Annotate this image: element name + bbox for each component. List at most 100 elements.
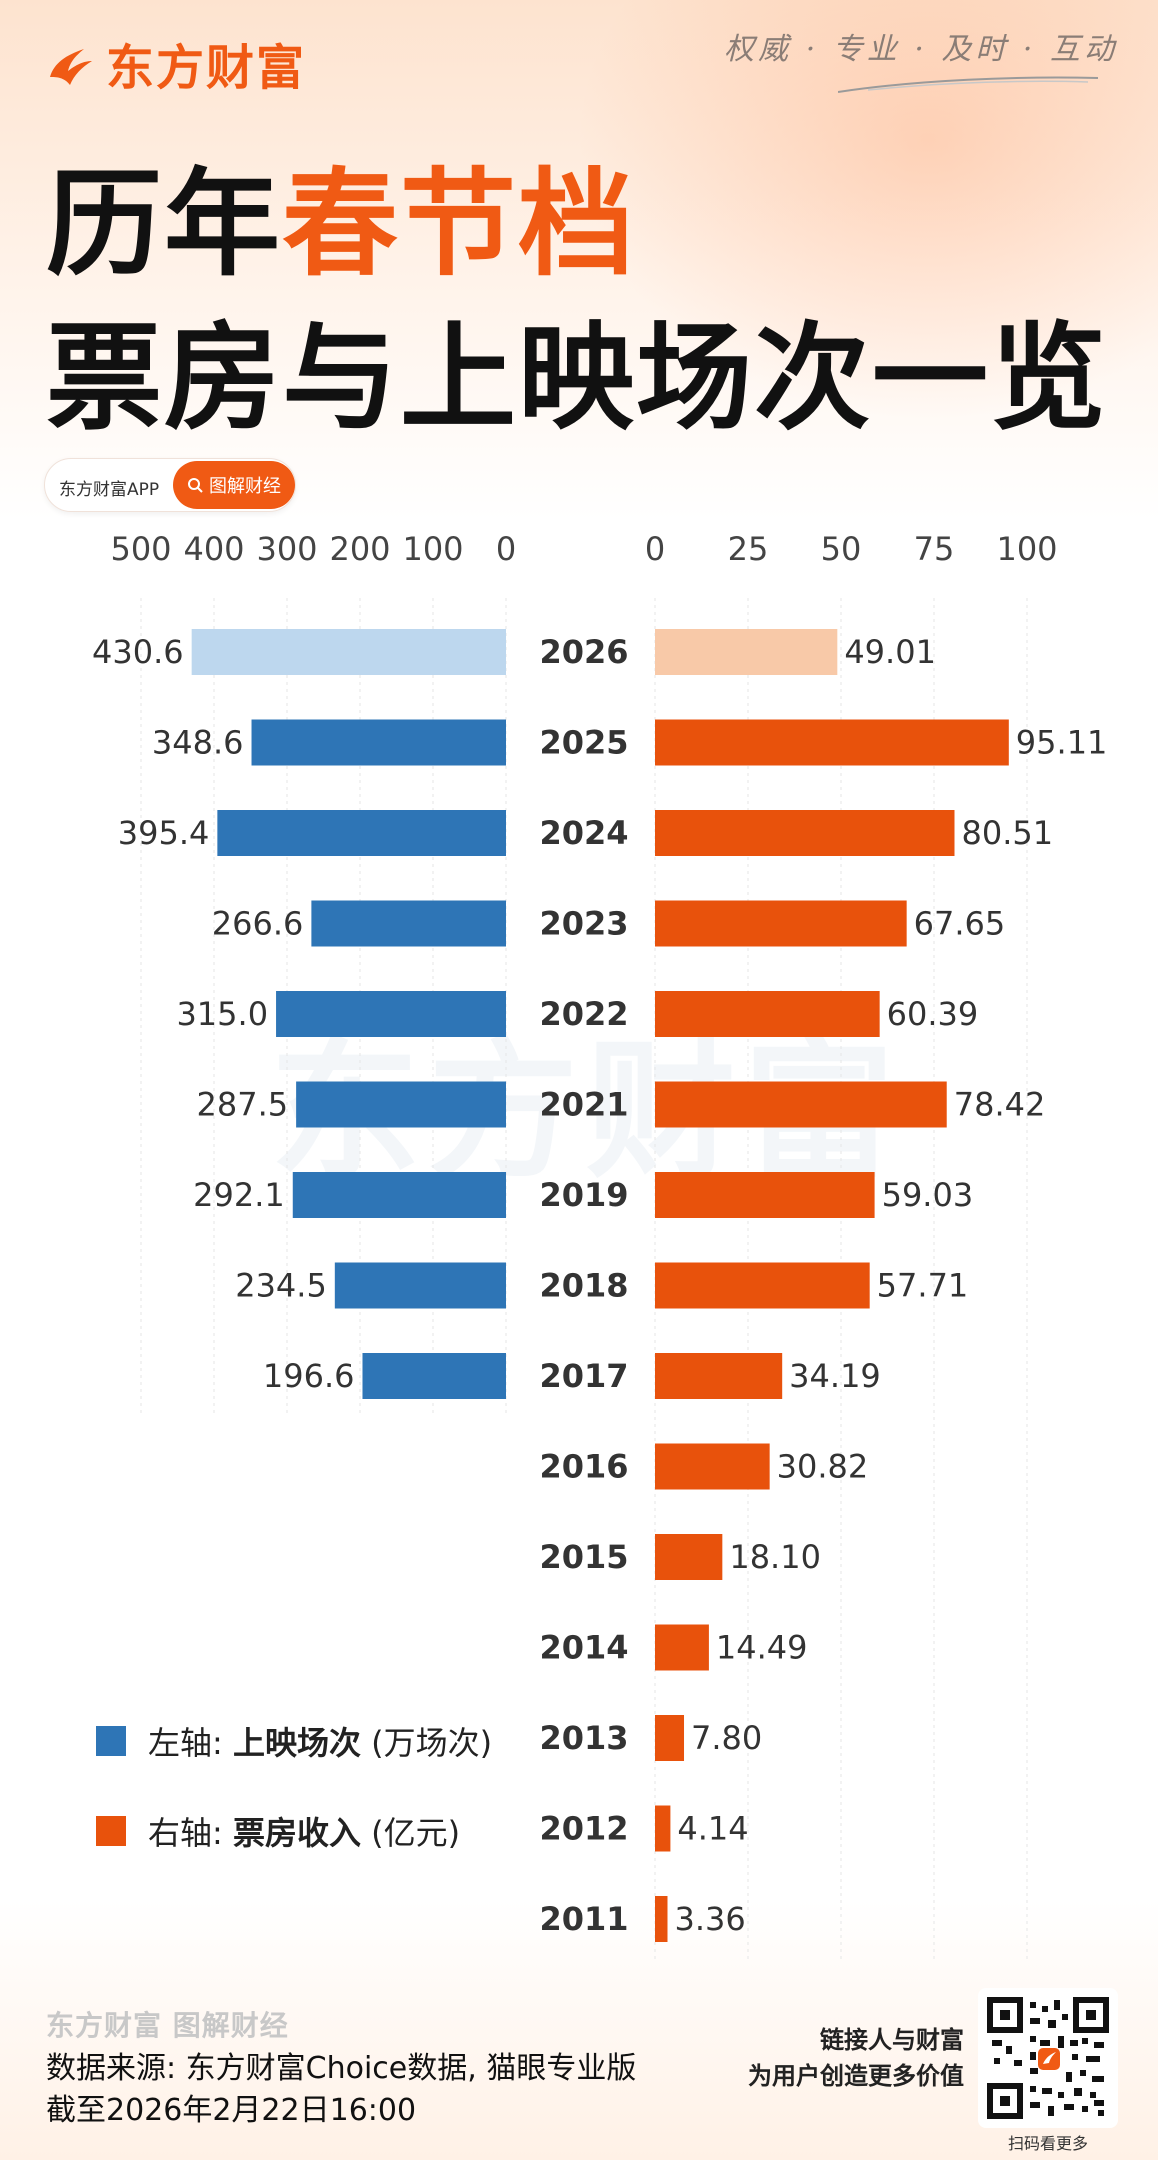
brand-slogan: 权威 · 专业 · 及时 · 互动 [724,32,1118,67]
page-title-line1: 历年春节档 [46,130,636,298]
year-label: 2022 [539,995,628,1033]
right-axis-tick-label: 50 [821,530,862,568]
revenue-bar [655,1624,709,1671]
year-label: 2013 [539,1719,628,1757]
revenue-value-label: 49.01 [844,633,936,671]
revenue-value-label: 18.10 [729,1538,821,1576]
tagline-line2: 为用户创造更多价值 [748,2062,964,2090]
data-source: 数据来源: 东方财富Choice数据, 猫眼专业版 截至2026年2月22日16… [46,2048,636,2132]
revenue-value-label: 3.36 [674,1900,745,1938]
screenings-bar [251,719,506,766]
revenue-value-label: 4.14 [677,1810,748,1848]
year-label: 2019 [539,1176,628,1214]
left-axis-tick-label: 0 [496,530,516,568]
screenings-bar [296,1081,506,1128]
year-label: 2016 [539,1448,628,1486]
right-axis-tick-label: 0 [645,530,665,568]
revenue-bar [655,1805,671,1852]
year-label: 2014 [539,1629,628,1667]
revenue-value-label: 7.80 [691,1719,762,1757]
year-label: 2021 [539,1086,628,1124]
revenue-value-label: 59.03 [882,1176,974,1214]
screenings-value-label: 292.1 [193,1176,285,1214]
revenue-value-label: 60.39 [887,995,979,1033]
screenings-bar [311,900,506,947]
revenue-bar [655,1262,870,1309]
left-axis-tick-label: 200 [329,530,390,568]
left-axis-tick-label: 500 [110,530,171,568]
right-axis-tick-label: 100 [996,530,1057,568]
revenue-value-label: 78.42 [954,1086,1046,1124]
screenings-value-label: 287.5 [197,1086,289,1124]
qr-caption: 扫码看更多 [1007,2134,1088,2153]
brand-name: 东方财富 [106,40,307,96]
graphic-finance-label: 图解财经 [209,476,281,497]
screenings-value-label: 266.6 [212,905,304,943]
brand-flame-icon [50,49,92,85]
right-axis-tick-label: 25 [728,530,769,568]
screenings-bar [362,1353,506,1399]
asof-text: 截至2026年2月22日16:00 [46,2093,417,2128]
legend-swatch-screenings [96,1726,126,1756]
screenings-bar [217,810,506,856]
year-label: 2025 [539,724,628,762]
legend-label-screenings: 左轴: 上映场次 (万场次) [148,1724,493,1762]
year-label: 2026 [539,633,628,671]
revenue-bar [655,1443,770,1490]
qr-code[interactable] [978,1988,1118,2128]
revenue-bar [655,1081,947,1128]
year-label: 2018 [539,1267,628,1305]
search-icon [188,478,203,493]
revenue-bar [655,900,907,947]
revenue-value-label: 67.65 [914,905,1006,943]
screenings-bar [276,991,506,1037]
year-label: 2023 [539,905,628,943]
screenings-bar [292,1172,506,1218]
screenings-value-label: 315.0 [176,995,268,1033]
page-title-line2: 票房与上映场次一览 [46,311,1108,446]
revenue-bar [655,1715,685,1761]
title-accent: 春节档 [282,157,636,292]
screenings-value-label: 348.6 [152,724,244,762]
tagline-line1: 链接人与财富 [820,2026,964,2054]
app-badge: 东方财富APP 图解财经 [44,458,296,512]
revenue-value-label: 34.19 [789,1357,881,1395]
legend-label-revenue: 右轴: 票房收入 (亿元) [148,1814,461,1852]
box-office-chart: 500 400 300 200 100 0 0 25 50 75 100 2026 430.6 49.01… [92,530,1107,1959]
screenings-value-label: 234.5 [235,1267,327,1305]
revenue-bar [655,1534,723,1580]
year-label: 2012 [539,1810,628,1848]
revenue-value-label: 30.82 [777,1448,869,1486]
revenue-bar [655,991,880,1037]
year-label: 2024 [539,814,628,852]
revenue-value-label: 80.51 [961,814,1053,852]
revenue-bar [655,719,1009,766]
revenue-bar [655,1896,668,1942]
screenings-bar [191,629,507,675]
right-axis-tick-label: 75 [914,530,955,568]
legend-swatch-revenue [96,1816,126,1846]
slogan-swoosh [838,76,1098,93]
screenings-value-label: 430.6 [92,633,184,671]
revenue-bar [655,810,955,856]
screenings-value-label: 395.4 [118,814,210,852]
revenue-bar [655,1353,783,1399]
screenings-value-label: 196.6 [263,1357,355,1395]
revenue-bar [655,629,838,675]
year-label: 2015 [539,1538,628,1576]
left-axis-tick-label: 100 [402,530,463,568]
footer-tagline: 链接人与财富 为用户创造更多价值 [748,2022,964,2094]
title-prefix: 历年 [46,157,282,292]
revenue-value-label: 57.71 [877,1267,969,1305]
graphic-finance-button[interactable]: 图解财经 [173,461,295,509]
left-axis-tick-label: 400 [183,530,244,568]
revenue-value-label: 14.49 [716,1629,808,1667]
brand-logo: 东方财富 [44,28,306,98]
year-label: 2017 [539,1357,628,1395]
footer-brand: 东方财富 图解财经 [46,2009,289,2042]
screenings-bar [334,1262,506,1309]
app-badge-label: 东方财富APP [59,480,160,500]
header-glow [578,0,1158,420]
year-label: 2011 [539,1900,628,1938]
